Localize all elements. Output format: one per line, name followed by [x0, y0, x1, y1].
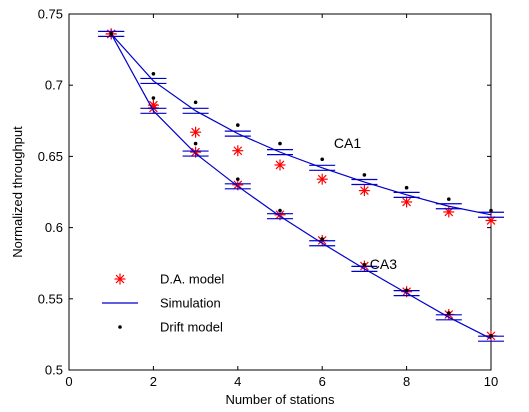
- y-tick-label: 0.65: [38, 149, 63, 164]
- x-tick-label: 2: [150, 374, 157, 389]
- series-line: [98, 30, 504, 342]
- asterisk-stroke: [191, 127, 200, 137]
- drift-dot: [404, 288, 409, 293]
- asterisk-stroke: [233, 180, 243, 190]
- drift-dot: [489, 334, 493, 338]
- legend-label: Drift model: [160, 320, 223, 335]
- legend-entry-dot: Drift model: [118, 320, 223, 335]
- legend-entry-asterisk: D.A. model: [114, 272, 224, 287]
- asterisk-marker: [274, 159, 286, 171]
- drift-dot: [447, 311, 451, 315]
- asterisk-marker: [232, 145, 244, 157]
- drift-dot: [362, 173, 367, 177]
- asterisk-stroke: [191, 147, 200, 157]
- asterisk-stroke: [233, 146, 243, 156]
- asterisk-marker: [114, 273, 126, 285]
- asterisk-marker: [190, 126, 202, 138]
- x-axis-label: Number of stations: [225, 392, 335, 407]
- asterisk-marker: [401, 196, 413, 208]
- asterisk-marker: [358, 185, 370, 197]
- drift-dot: [362, 262, 367, 267]
- asterisk-stroke: [317, 174, 327, 184]
- asterisk-marker: [443, 206, 455, 218]
- drift-dot: [151, 72, 156, 76]
- y-tick-label: 0.5: [45, 363, 63, 378]
- asterisk-marker: [485, 214, 497, 226]
- annotation-ca3: CA3: [370, 256, 397, 272]
- y-axis-label: Normalized throughput: [10, 126, 25, 258]
- simulation-line: [110, 33, 492, 340]
- asterisk-stroke: [275, 210, 285, 220]
- y-tick-label: 0.6: [45, 220, 63, 235]
- asterisk-stroke: [115, 274, 125, 284]
- asterisk-stroke: [275, 160, 285, 170]
- plot-area: [68, 13, 492, 371]
- drift-dot: [447, 197, 451, 201]
- annotation-ca1: CA1: [334, 135, 361, 151]
- drift-dot: [236, 123, 240, 127]
- legend-label: D.A. model: [160, 272, 224, 287]
- drift-dot: [193, 141, 198, 146]
- x-tick-label: 6: [319, 374, 326, 389]
- x-tick-label: 4: [234, 374, 241, 389]
- drift-dot: [278, 208, 282, 213]
- drift-dot: [151, 96, 156, 100]
- series-group-ca3: [98, 30, 504, 342]
- drift-dot: [193, 100, 198, 105]
- plot-frame: [68, 13, 492, 371]
- y-tick-label: 0.7: [45, 78, 63, 93]
- series-group-ca1: [109, 32, 493, 213]
- legend: D.A. model Simulation Drift model: [102, 272, 224, 335]
- drift-dot: [236, 177, 240, 181]
- legend-label: Simulation: [160, 296, 221, 311]
- series-dot: [109, 32, 493, 338]
- simulation-line: [110, 33, 492, 216]
- y-tick-label: 0.55: [38, 291, 63, 306]
- x-tick-label: 0: [65, 374, 72, 389]
- series-group-ca3: [109, 32, 493, 338]
- axis-ticks: 0 2 4 6 8 10 0.5 0.55 0.6 0.65 0.7 0.75: [38, 7, 499, 390]
- asterisk-stroke: [402, 197, 411, 207]
- x-tick-label: 8: [403, 374, 410, 389]
- legend-dot: [118, 325, 122, 329]
- series-layer: [98, 28, 504, 342]
- drift-dot: [278, 141, 282, 146]
- drift-dot: [320, 157, 325, 162]
- asterisk-marker: [316, 173, 328, 185]
- x-tick-label: 10: [484, 374, 498, 389]
- drift-dot: [404, 185, 409, 190]
- legend-entry-line: Simulation: [102, 296, 221, 311]
- drift-dot: [109, 32, 113, 36]
- drift-dot: [489, 208, 493, 213]
- annotations: CA1 CA3: [334, 135, 397, 272]
- drift-dot: [320, 237, 325, 241]
- asterisk-stroke: [360, 186, 369, 195]
- y-tick-label: 0.75: [38, 7, 63, 22]
